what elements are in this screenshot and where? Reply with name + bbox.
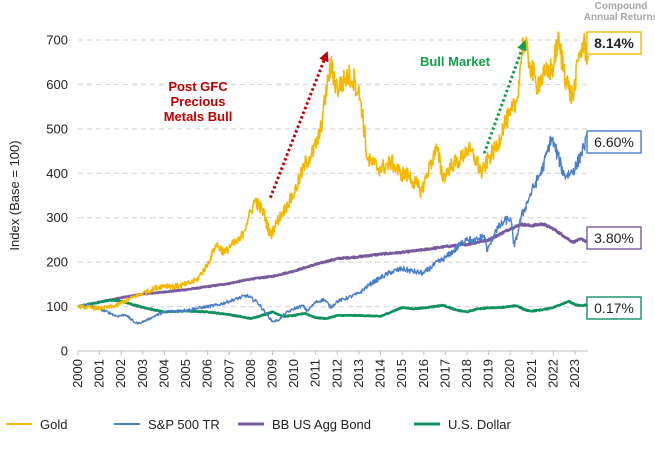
legend: Gold S&P 500 TR BB US Agg Bond U.S. Dollar [6,417,512,432]
series-lines [77,31,589,325]
y-tick-label: 400 [46,166,68,181]
y-tick-label: 300 [46,210,68,225]
x-tick-label: 2000 [70,359,85,388]
annotation-arrowhead [319,51,329,63]
legend-label: Gold [40,417,67,432]
return-label: 3.80% [594,230,634,246]
y-tick-label: 700 [46,33,68,48]
x-tick-label: 2003 [135,359,150,388]
return-box [586,31,642,55]
x-tick-label: 2009 [264,359,279,388]
annotation-text-line: Bull Market [420,54,491,69]
x-tick-label: 2014 [373,359,388,388]
x-tick-label: 2019 [481,359,496,388]
annotation-text: Post GFC Precious Metals Bull [164,79,233,124]
legend-label: U.S. Dollar [448,417,512,432]
x-tick-label: 2012 [329,359,344,388]
annotation-arrow [482,48,524,154]
returns-header-line: Annual Returns [584,12,655,23]
legend-label: S&P 500 TR [148,417,220,432]
annotation-text-line: Precious [171,94,226,109]
return-label: 8.14% [594,35,634,51]
x-tick-label: 2018 [459,359,474,388]
annotation-arrowhead [517,40,527,52]
return-label: 0.17% [594,300,634,316]
x-tick-label: 2023 [567,359,582,388]
x-tick-label: 2007 [221,359,236,388]
axes: 0 100 200 300 400 500 600 700 2000 2001 2002 2003 20… [7,33,588,388]
series-line-bb-us-agg-bond [77,222,589,308]
y-tick-label: 500 [46,121,68,136]
return-box [586,226,642,250]
returns-header: Compound Annual Returns [584,1,655,23]
x-tick-label: 2015 [394,359,409,388]
annotations: Post GFC Precious Metals Bull Bull Market [164,40,527,199]
returns-header-line: Compound [595,1,648,12]
return-box [586,130,642,154]
series-line-s-p-500-tr [77,132,589,325]
annotation-text-line: Post GFC [168,79,228,94]
legend-label: BB US Agg Bond [272,417,371,432]
x-tick-label: 2022 [545,359,560,388]
y-tick-label: 0 [61,344,68,359]
return-label: 6.60% [594,134,634,150]
x-tick-label: 2020 [502,359,517,388]
y-tick-label: 200 [46,255,68,270]
return-box [586,296,642,320]
x-tick-label: 2017 [437,359,452,388]
x-tick-label: 2001 [92,359,107,388]
x-tick-label: 2008 [243,359,258,388]
x-tick-label: 2013 [351,359,366,388]
annotation-text-line: Metals Bull [164,109,233,124]
x-tick-label: 2005 [178,359,193,388]
x-tick-label: 2021 [524,359,539,388]
x-tick-label: 2002 [113,359,128,388]
y-tick-label: 600 [46,77,68,92]
x-tick-label: 2004 [156,359,171,388]
annotation-text: Bull Market [420,54,491,69]
return-labels: Compound Annual Returns 8.14% 6.60% 3.80% 0.1… [584,1,655,320]
x-tick-label: 2016 [416,359,431,388]
x-tick-label: 2011 [308,359,323,387]
x-tick-label: 2006 [200,359,215,388]
y-axis-label: Index (Base = 100) [7,140,22,250]
series-line-gold [77,31,589,311]
x-tick-label: 2010 [286,359,301,388]
y-tick-label: 100 [46,299,68,314]
